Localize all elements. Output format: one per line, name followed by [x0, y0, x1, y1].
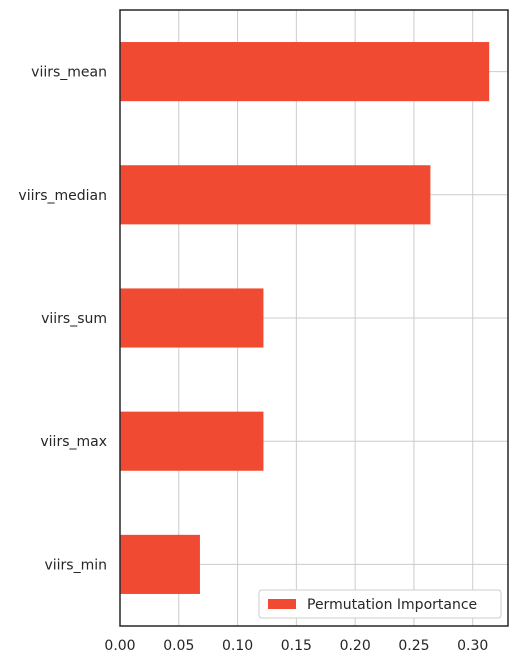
y-tick-label: viirs_min — [44, 557, 107, 573]
y-tick-label: viirs_median — [18, 188, 107, 204]
y-tick-label: viirs_mean — [31, 65, 107, 81]
bar-viirs-mean — [120, 42, 490, 102]
x-tick-label: 0.25 — [398, 638, 429, 654]
y-tick-labels: viirs_mean viirs_median viirs_sum viirs_max… — [18, 65, 107, 574]
x-tick-label: 0.05 — [163, 638, 194, 654]
y-tick-label: viirs_sum — [41, 311, 107, 327]
bar-viirs-max — [120, 411, 264, 471]
x-tick-label: 0.00 — [104, 638, 135, 654]
x-tick-label: 0.20 — [340, 638, 371, 654]
bar-viirs-median — [120, 165, 431, 225]
legend-label: Permutation Importance — [307, 597, 477, 613]
bars — [120, 42, 490, 594]
x-tick-label: 0.15 — [281, 638, 312, 654]
x-tick-labels: 0.00 0.05 0.10 0.15 0.20 0.25 0.30 — [104, 638, 488, 654]
legend-box — [258, 589, 502, 619]
x-tick-label: 0.10 — [222, 638, 253, 654]
x-tick-label: 0.30 — [457, 638, 488, 654]
plot-frame — [119, 9, 509, 627]
bar-viirs-min — [120, 534, 200, 594]
legend: Permutation Importance — [258, 589, 502, 619]
bar-viirs-sum — [120, 288, 264, 348]
y-tick-label: viirs_max — [40, 434, 107, 450]
legend-swatch — [268, 599, 296, 609]
